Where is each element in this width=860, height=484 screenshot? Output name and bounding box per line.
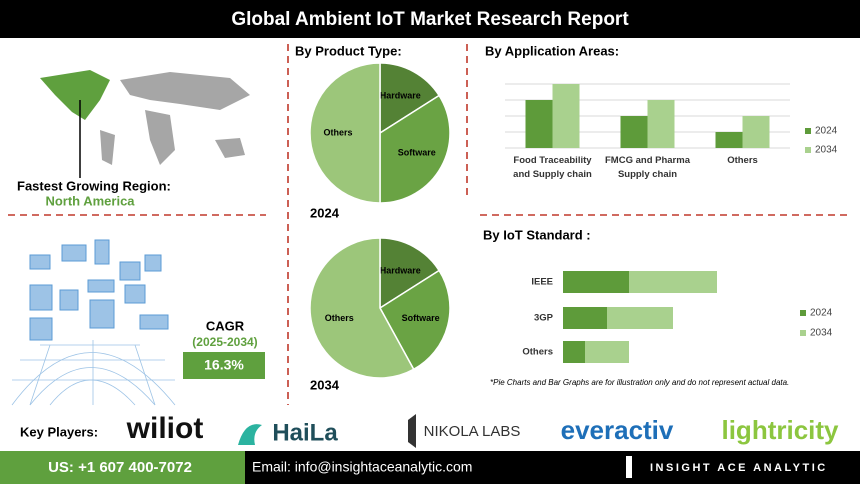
chart-label: 2024 <box>310 205 340 220</box>
chart-label: 2034 <box>310 377 340 392</box>
pie-slice <box>309 237 415 379</box>
slice-label: Software <box>402 313 440 323</box>
bar <box>629 271 717 293</box>
slice-label: Others <box>323 127 352 137</box>
bar <box>585 341 629 363</box>
bar <box>607 307 673 329</box>
bar <box>563 307 607 329</box>
cagr-value: 16.3% <box>204 357 244 373</box>
chart-title: By IoT Standard : <box>483 227 591 242</box>
pie-slice <box>379 237 441 310</box>
title-bar <box>0 0 860 38</box>
logo: NIKOLA LABS <box>424 423 521 440</box>
bar <box>620 116 648 148</box>
logo: everactiv <box>561 415 674 445</box>
brand: INSIGHT ACE ANALYTIC <box>650 462 828 474</box>
phone: US: +1 607 400-7072 <box>48 459 192 476</box>
slice-label: Hardware <box>380 266 421 276</box>
y-tick-label: 3GP <box>534 313 554 324</box>
slice-label: Others <box>325 313 354 323</box>
chart-title: By Product Type: <box>295 43 402 58</box>
region-value: North America <box>45 193 135 208</box>
footer-left <box>0 451 245 484</box>
y-tick-label: Others <box>522 347 553 358</box>
logo: wiliot <box>126 412 204 445</box>
pie-slice <box>309 62 381 204</box>
bar <box>742 116 770 148</box>
iot-icons <box>29 239 169 341</box>
bar <box>563 341 585 363</box>
network-dome <box>11 340 176 406</box>
legend-label: 2034 <box>810 328 833 339</box>
legend-label: 2024 <box>810 308 833 319</box>
logo: lightricity <box>721 415 839 445</box>
world-map <box>40 70 250 178</box>
cagr-label: CAGR <box>206 318 245 333</box>
pie-slice <box>379 269 451 371</box>
y-tick-label: IEEE <box>531 277 553 288</box>
brand-icon <box>626 456 632 478</box>
legend-swatch <box>805 128 811 134</box>
email: Email: info@insightaceanalytic.com <box>252 459 472 475</box>
bar <box>647 100 675 148</box>
chart-title: By Application Areas: <box>485 43 619 58</box>
cagr-box <box>183 352 265 379</box>
x-tick-label: Food Traceability and Supply chain <box>513 155 592 180</box>
pie-slice <box>379 94 451 204</box>
title: Global Ambient IoT Market Research Repor… <box>231 9 629 30</box>
logo-icon <box>238 424 262 445</box>
bar <box>715 132 743 148</box>
slice-label: Hardware <box>380 91 421 101</box>
key-players-label: Key Players: <box>20 424 98 439</box>
legend-label: 2024 <box>815 126 838 137</box>
pie-slice <box>379 62 441 135</box>
note: *Pie Charts and Bar Graphs are for illus… <box>490 378 789 387</box>
logo-icon <box>408 414 416 448</box>
bar <box>563 271 629 293</box>
dividers <box>8 44 848 405</box>
region-label: Fastest Growing Region: <box>17 178 171 193</box>
legend-swatch <box>800 310 806 316</box>
legend-swatch <box>800 330 806 336</box>
x-tick-label: FMCG and Pharma Supply chain <box>605 155 690 180</box>
x-tick-label: Others <box>727 155 758 166</box>
legend-label: 2034 <box>815 145 838 156</box>
slice-label: Software <box>398 148 436 158</box>
footer-right <box>245 451 860 484</box>
logo: HaiLa <box>272 419 338 446</box>
cagr-period: (2025-2034) <box>192 335 257 349</box>
legend-swatch <box>805 147 811 153</box>
bar <box>525 100 553 148</box>
bar <box>552 84 580 148</box>
